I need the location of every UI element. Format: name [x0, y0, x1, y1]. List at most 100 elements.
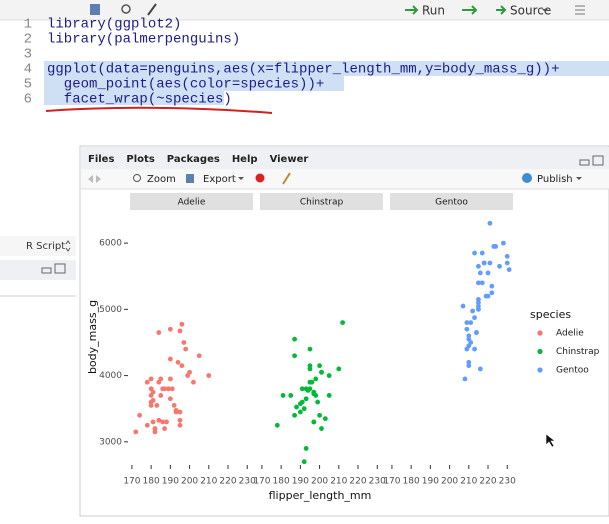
x-tick-label: 180	[143, 477, 160, 487]
point	[319, 369, 324, 375]
line-number: 2	[24, 32, 32, 48]
point	[466, 363, 472, 369]
point	[280, 393, 286, 398]
legend-label: Chinstrap	[556, 347, 600, 357]
source-dropdown[interactable]	[542, 9, 548, 12]
save-icon[interactable]	[90, 4, 100, 15]
code-line: geom_point(aes(color=species))+	[47, 77, 324, 93]
pane-tab[interactable]: Plots	[126, 154, 154, 165]
point	[313, 393, 319, 398]
x-axis-title: flipper_length_mm	[269, 489, 372, 502]
point	[472, 315, 477, 321]
search-icon[interactable]	[121, 4, 131, 14]
point	[311, 419, 317, 425]
point	[206, 373, 212, 378]
legend-title: species	[530, 308, 571, 321]
point	[175, 359, 181, 365]
legend-label: Adelie	[556, 329, 584, 339]
export-icon[interactable]	[186, 174, 194, 183]
zoom-icon[interactable]	[133, 174, 141, 182]
y-tick-label: 3000	[99, 437, 122, 447]
point	[185, 373, 191, 378]
nav-arrows[interactable]	[88, 175, 101, 183]
point	[466, 336, 472, 342]
file-type[interactable]: R Script	[26, 241, 65, 252]
selection	[44, 76, 344, 91]
run-button[interactable]: Run	[422, 4, 445, 18]
selection	[44, 91, 224, 105]
point	[472, 346, 477, 352]
x-tick-label: 170	[123, 477, 140, 487]
point	[313, 376, 319, 382]
point	[307, 379, 313, 385]
point	[464, 320, 470, 325]
x-tick-label: 200	[311, 477, 328, 487]
point	[340, 320, 346, 325]
point	[485, 293, 491, 299]
legend-swatch	[537, 348, 543, 355]
legend-label: Gentoo	[556, 366, 589, 376]
line-number: 5	[24, 77, 32, 93]
zoom-button[interactable]: Zoom	[147, 174, 176, 185]
point	[294, 404, 299, 410]
point	[472, 250, 477, 256]
remove-plot[interactable]	[255, 173, 265, 183]
publish-button[interactable]: Publish	[537, 174, 573, 185]
point	[315, 399, 321, 405]
rerun-icon[interactable]	[462, 5, 478, 15]
point	[317, 412, 322, 418]
point	[487, 260, 493, 266]
y-axis-title: body_mass_g	[86, 300, 99, 374]
point	[177, 409, 183, 415]
x-tick-label: 210	[330, 477, 347, 487]
point	[476, 297, 481, 302]
y-tick-label: 6000	[99, 239, 122, 249]
x-tick-label: 200	[441, 477, 458, 487]
point	[476, 280, 481, 286]
y-tick-label: 4000	[99, 371, 122, 381]
export-button[interactable]: Export	[203, 174, 236, 185]
point	[464, 326, 470, 332]
x-tick-label: 190	[292, 477, 309, 487]
point	[500, 240, 506, 246]
left-toolbar	[0, 236, 76, 256]
point	[460, 303, 466, 309]
point	[148, 393, 154, 398]
code-line: facet_wrap(~species)	[47, 92, 232, 108]
publish-icon[interactable]	[522, 173, 532, 183]
point	[167, 326, 173, 332]
point	[181, 340, 187, 345]
point	[474, 330, 479, 335]
run-icon[interactable]	[405, 5, 419, 15]
point	[171, 402, 177, 408]
point	[292, 336, 297, 342]
code-line: library(palmerpenguins)	[47, 32, 240, 48]
point	[299, 386, 305, 392]
x-tick-label: 180	[273, 477, 290, 487]
point	[301, 406, 307, 412]
source-button[interactable]: Source	[510, 4, 551, 18]
pane-tab[interactable]: Packages	[167, 154, 220, 165]
point	[476, 306, 481, 312]
x-tick-label: 190	[162, 477, 179, 487]
pane-tab[interactable]: Viewer	[270, 154, 309, 165]
point	[162, 426, 167, 431]
pane-tab[interactable]: Help	[232, 154, 258, 165]
point	[476, 263, 481, 269]
point	[152, 429, 158, 435]
point	[479, 280, 485, 286]
outline-icon[interactable]	[575, 5, 585, 15]
point	[169, 386, 175, 392]
point	[301, 459, 307, 465]
point	[292, 412, 297, 418]
source-icon[interactable]	[496, 5, 507, 15]
clear-plots[interactable]	[282, 172, 291, 185]
pane-tab[interactable]: Files	[88, 154, 114, 165]
legend-swatch	[537, 367, 543, 373]
point	[137, 412, 143, 418]
point	[167, 376, 173, 382]
point	[307, 386, 313, 392]
wand-icon[interactable]	[147, 3, 157, 16]
point	[167, 396, 173, 402]
